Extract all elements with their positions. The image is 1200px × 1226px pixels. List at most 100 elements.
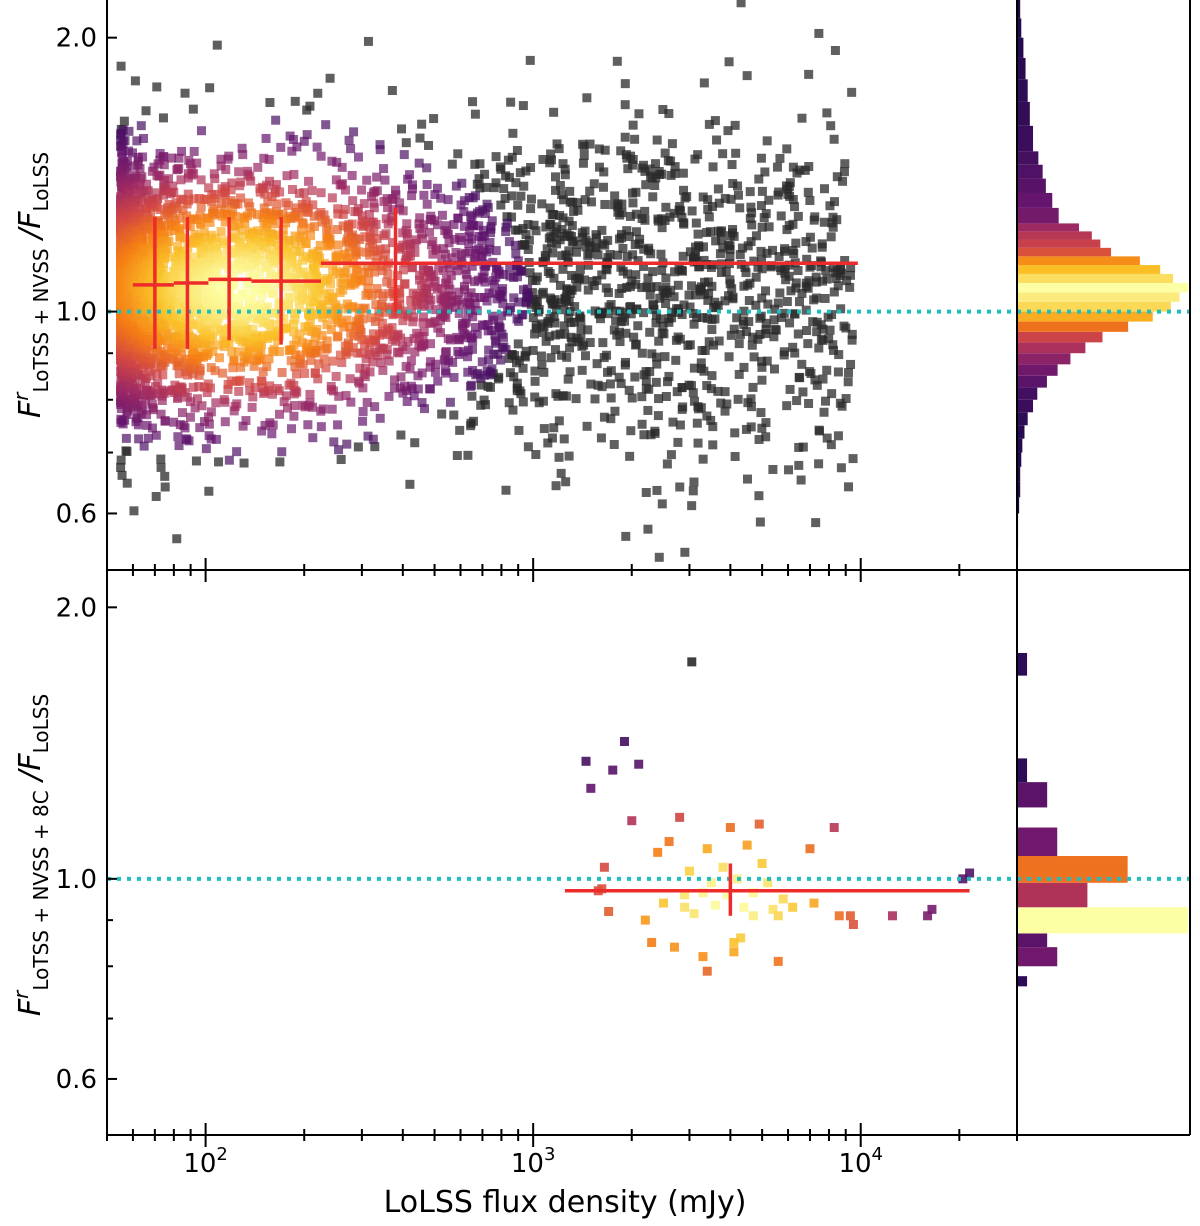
scatter-point: [791, 238, 801, 248]
scatter-point: [762, 248, 772, 258]
scatter-point: [736, 0, 746, 8]
scatter-point: [698, 952, 708, 962]
scatter-point: [555, 280, 565, 290]
scatter-point: [826, 232, 836, 242]
scatter-point: [730, 428, 740, 438]
scatter-point: [183, 189, 193, 199]
scatter-point: [121, 446, 131, 456]
scatter-point: [660, 148, 670, 158]
scatter-point: [135, 181, 145, 191]
scatter-point: [645, 327, 655, 337]
scatter-point: [561, 477, 571, 487]
scatter-point: [325, 288, 335, 298]
scatter-point: [703, 295, 713, 305]
scatter-point: [418, 234, 428, 244]
scatter-point: [398, 265, 408, 275]
scatter-point: [614, 372, 624, 382]
scatter-point: [725, 231, 735, 241]
scatter-point: [233, 301, 243, 311]
scatter-point: [702, 313, 712, 323]
scatter-point: [258, 213, 268, 223]
scatter-point: [756, 246, 766, 256]
scatter-point: [804, 398, 814, 408]
scatter-point: [256, 376, 266, 386]
scatter-point: [450, 302, 460, 312]
scatter-point: [425, 362, 435, 372]
scatter-point: [271, 272, 281, 282]
scatter-point: [174, 225, 184, 235]
scatter-point: [221, 165, 231, 175]
scatter-point: [332, 225, 342, 235]
scatter-point: [260, 263, 270, 273]
scatter-point: [361, 290, 371, 300]
scatter-point: [363, 36, 373, 46]
scatter-point: [739, 306, 749, 316]
scatter-point: [321, 363, 331, 373]
scatter-point: [211, 233, 221, 243]
scatter-point: [409, 391, 419, 401]
scatter-point: [654, 552, 664, 562]
scatter-point: [544, 331, 554, 341]
scatter-point: [833, 431, 843, 441]
scatter-point: [334, 391, 344, 401]
scatter-point: [467, 391, 477, 401]
scatter-point: [618, 243, 628, 253]
scatter-point: [461, 269, 471, 279]
scatter-point: [534, 398, 544, 408]
scatter-point: [489, 183, 499, 193]
scatter-point: [220, 217, 230, 227]
histogram-bar: [1017, 151, 1039, 165]
scatter-point: [748, 888, 758, 898]
scatter-point: [809, 898, 819, 908]
scatter-point: [831, 273, 841, 283]
scatter-point: [567, 237, 577, 247]
scatter-point: [372, 234, 382, 244]
scatter-point: [333, 209, 343, 219]
scatter-point: [244, 300, 254, 310]
scatter-point: [390, 375, 400, 385]
scatter-point: [238, 150, 248, 160]
scatter-point: [555, 210, 565, 220]
scatter-point: [470, 109, 480, 119]
scatter-point: [560, 170, 570, 180]
scatter-point: [196, 126, 206, 136]
scatter-point: [652, 485, 662, 495]
binned-median-marker: [320, 207, 858, 312]
scatter-point: [523, 442, 533, 452]
scatter-point: [253, 210, 263, 220]
scatter-point: [331, 300, 341, 310]
scatter-point: [689, 477, 699, 487]
scatter-point: [226, 214, 236, 224]
scatter-point: [152, 82, 162, 92]
scatter-point: [756, 408, 766, 418]
scatter-point: [290, 386, 300, 396]
scatter-point: [449, 220, 459, 230]
scatter-point: [550, 318, 560, 328]
scatter-point: [703, 204, 713, 214]
scatter-point: [132, 136, 142, 146]
scatter-point: [401, 138, 411, 148]
scatter-point: [708, 422, 718, 432]
scatter-point: [396, 372, 406, 382]
scatter-point: [521, 346, 531, 356]
scatter-point: [523, 220, 533, 230]
scatter-point: [552, 139, 562, 149]
scatter-point: [369, 329, 379, 339]
scatter-point: [782, 297, 792, 307]
scatter-point: [283, 200, 293, 210]
scatter-point: [402, 396, 412, 406]
scatter-point: [651, 377, 661, 387]
scatter-point: [680, 902, 690, 912]
scatter-point: [818, 374, 828, 384]
scatter-point: [757, 293, 767, 303]
scatter-point: [794, 442, 804, 452]
scatter-point: [747, 208, 757, 218]
scatter-point: [234, 167, 244, 177]
scatter-point: [847, 87, 857, 97]
scatter-point: [422, 199, 432, 209]
scatter-point: [151, 430, 161, 440]
scatter-point: [764, 195, 774, 205]
scatter-point: [474, 231, 484, 241]
scatter-point: [774, 252, 784, 262]
scatter-point: [739, 281, 749, 291]
